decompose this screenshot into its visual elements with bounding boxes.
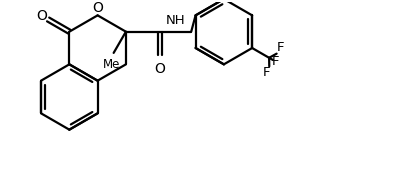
Text: F: F	[277, 41, 284, 54]
Text: Me: Me	[103, 58, 120, 71]
Text: F: F	[263, 66, 270, 79]
Text: O: O	[92, 1, 103, 15]
Text: F: F	[272, 55, 280, 68]
Text: O: O	[37, 9, 48, 23]
Text: NH: NH	[166, 14, 185, 27]
Text: O: O	[155, 62, 165, 76]
